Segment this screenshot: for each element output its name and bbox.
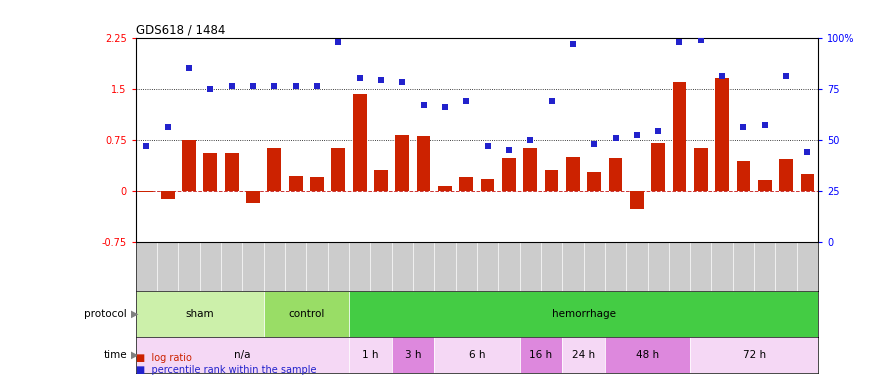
- Text: ■  log ratio: ■ log ratio: [136, 353, 192, 363]
- Point: [502, 147, 516, 153]
- Bar: [502, 158, 515, 190]
- Point: [246, 84, 260, 90]
- Point: [587, 141, 601, 147]
- Bar: [374, 170, 388, 190]
- Point: [459, 98, 473, 104]
- Text: 72 h: 72 h: [743, 350, 766, 360]
- Point: [758, 122, 772, 128]
- Bar: [630, 190, 644, 209]
- Point: [416, 102, 430, 108]
- Text: ▶: ▶: [131, 309, 139, 319]
- Bar: [182, 140, 196, 190]
- Point: [715, 73, 729, 79]
- Bar: [416, 136, 430, 190]
- Bar: [563, 337, 605, 373]
- Point: [523, 136, 537, 142]
- Bar: [139, 190, 153, 192]
- Bar: [161, 190, 174, 199]
- Bar: [349, 337, 392, 373]
- Bar: [801, 174, 815, 190]
- Bar: [694, 148, 708, 190]
- Text: hemorrhage: hemorrhage: [551, 309, 615, 319]
- Bar: [349, 291, 818, 337]
- Point: [396, 80, 410, 86]
- Bar: [434, 337, 520, 373]
- Bar: [459, 177, 473, 190]
- Text: protocol: protocol: [84, 309, 127, 319]
- Point: [566, 40, 580, 46]
- Bar: [225, 153, 239, 190]
- Point: [779, 73, 793, 79]
- Bar: [332, 148, 345, 190]
- Point: [438, 104, 452, 110]
- Text: 48 h: 48 h: [636, 350, 659, 360]
- Bar: [715, 78, 729, 190]
- Bar: [246, 190, 260, 203]
- Point: [480, 142, 494, 148]
- Bar: [263, 291, 349, 337]
- Point: [630, 132, 644, 138]
- Point: [267, 84, 281, 90]
- Bar: [605, 337, 690, 373]
- Bar: [609, 158, 622, 190]
- Bar: [396, 135, 410, 190]
- Bar: [566, 156, 580, 190]
- Bar: [780, 159, 793, 190]
- Bar: [392, 337, 434, 373]
- Point: [289, 84, 303, 90]
- Bar: [758, 180, 772, 190]
- Point: [651, 128, 665, 134]
- Point: [608, 135, 622, 141]
- Text: time: time: [103, 350, 127, 360]
- Point: [310, 84, 324, 90]
- Point: [203, 86, 217, 92]
- Bar: [544, 170, 558, 190]
- Point: [673, 39, 687, 45]
- Point: [225, 84, 239, 90]
- Bar: [673, 82, 686, 190]
- Bar: [523, 148, 537, 190]
- Point: [801, 149, 815, 155]
- Bar: [737, 161, 751, 190]
- Point: [182, 65, 196, 71]
- Text: 1 h: 1 h: [362, 350, 379, 360]
- Point: [161, 124, 175, 130]
- Text: 24 h: 24 h: [572, 350, 595, 360]
- Bar: [520, 337, 563, 373]
- Text: 6 h: 6 h: [469, 350, 485, 360]
- Point: [544, 98, 558, 104]
- Bar: [203, 153, 217, 190]
- Bar: [289, 176, 303, 190]
- Text: GDS618 / 1484: GDS618 / 1484: [136, 23, 225, 36]
- Bar: [587, 172, 601, 190]
- Text: ▶: ▶: [131, 350, 139, 360]
- Point: [139, 142, 153, 148]
- Bar: [353, 94, 367, 190]
- Point: [353, 75, 367, 81]
- Point: [737, 124, 751, 130]
- Bar: [480, 179, 494, 190]
- Bar: [651, 143, 665, 190]
- Text: sham: sham: [186, 309, 214, 319]
- Bar: [438, 186, 452, 190]
- Bar: [136, 291, 263, 337]
- Bar: [690, 337, 818, 373]
- Bar: [136, 337, 349, 373]
- Text: 16 h: 16 h: [529, 350, 552, 360]
- Text: 3 h: 3 h: [404, 350, 421, 360]
- Point: [694, 36, 708, 42]
- Bar: [268, 148, 281, 190]
- Bar: [310, 177, 324, 190]
- Point: [374, 77, 388, 83]
- Text: control: control: [288, 309, 325, 319]
- Text: n/a: n/a: [234, 350, 250, 360]
- Point: [332, 39, 346, 45]
- Text: ■  percentile rank within the sample: ■ percentile rank within the sample: [136, 364, 316, 375]
